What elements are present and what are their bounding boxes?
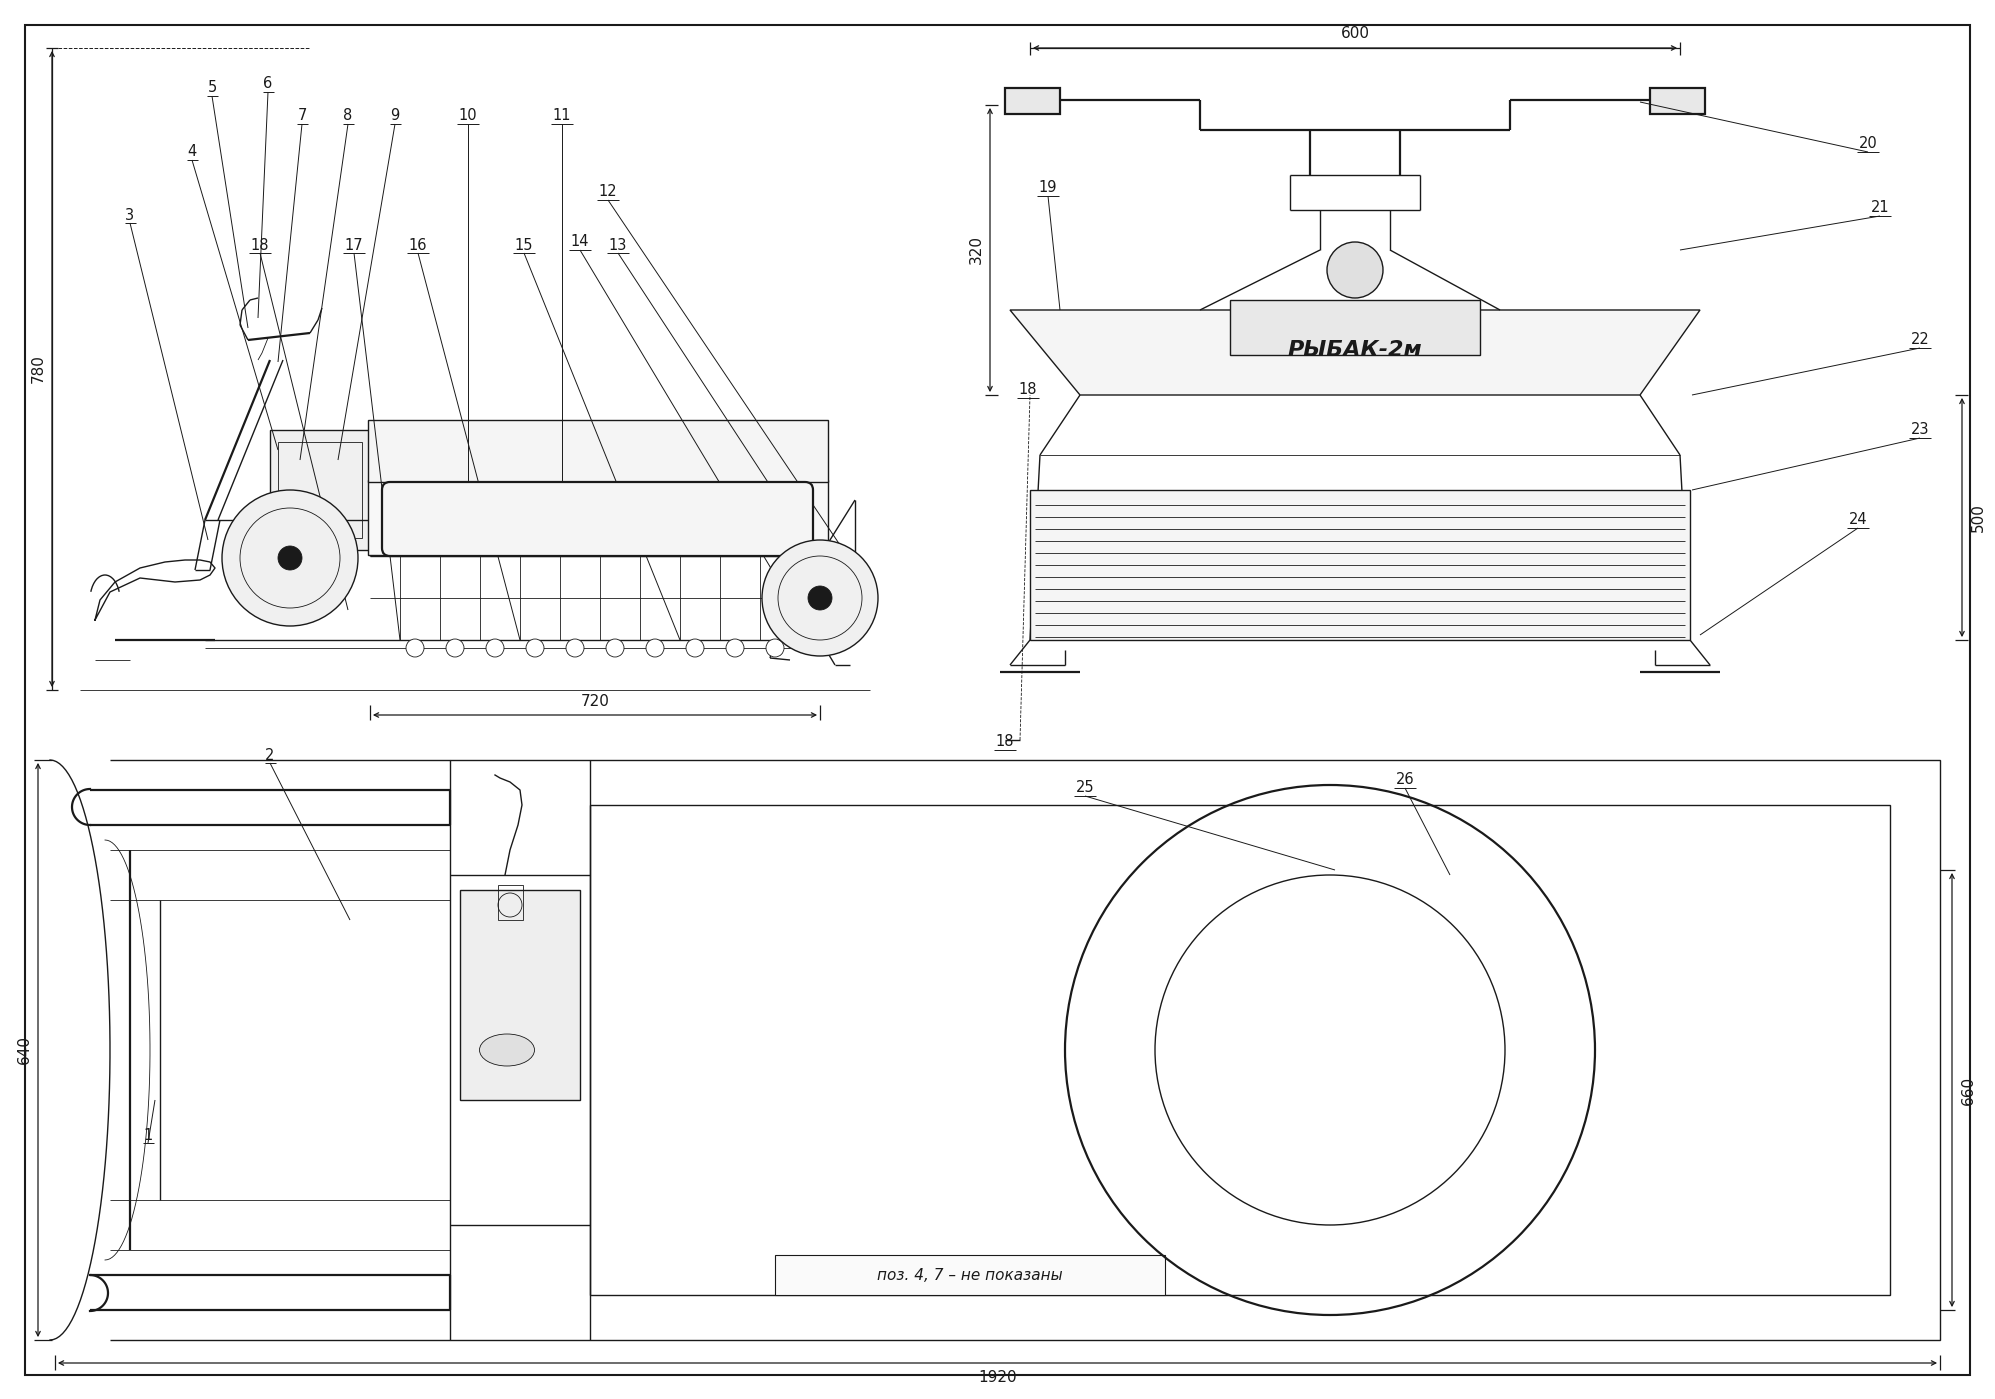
Text: 780: 780 [30,354,46,383]
Text: 24: 24 [1849,512,1867,527]
Circle shape [527,639,545,658]
Text: 7: 7 [297,109,307,123]
Text: 1920: 1920 [978,1370,1017,1385]
Bar [774,1255,1165,1295]
Circle shape [766,639,784,658]
FancyBboxPatch shape [381,483,814,555]
Circle shape [447,639,465,658]
Text: 25: 25 [1075,781,1095,796]
Text: 26: 26 [1396,772,1414,788]
Text: 22: 22 [1911,333,1929,347]
Bar [1231,299,1480,355]
Circle shape [487,639,505,658]
Text: 21: 21 [1871,200,1889,215]
Circle shape [646,639,664,658]
Text: 12: 12 [598,185,616,200]
Text: 14: 14 [571,235,589,249]
Text: 11: 11 [553,109,571,123]
Text: 13: 13 [608,238,626,252]
Circle shape [277,546,301,569]
Text: 8: 8 [343,109,353,123]
Bar [269,429,369,550]
Text: 18: 18 [251,238,269,252]
Bar [1650,88,1706,113]
Bar [591,804,1889,1295]
Bar [499,886,523,921]
Ellipse shape [479,1034,535,1066]
Bar [451,760,1939,1340]
Text: 3: 3 [126,207,134,222]
Bar [1005,88,1059,113]
Text: 10: 10 [459,109,477,123]
Circle shape [221,490,357,625]
Text: 320: 320 [968,235,984,264]
Bar [367,480,828,555]
Text: 660: 660 [1961,1076,1975,1105]
Circle shape [1327,242,1383,298]
Text: 5: 5 [207,81,217,95]
Text: 720: 720 [581,694,608,709]
Circle shape [567,639,585,658]
Text: 640: 640 [16,1035,32,1065]
Circle shape [762,540,878,656]
Circle shape [808,586,832,610]
Bar [461,890,581,1100]
Text: 19: 19 [1039,180,1057,196]
Text: 18: 18 [1019,382,1037,397]
Text: 600: 600 [1341,27,1369,42]
Text: 23: 23 [1911,422,1929,438]
Text: РЫБАК-2м: РЫБАК-2м [1287,340,1422,360]
Bar [367,420,828,483]
Bar [277,442,361,539]
Polygon shape [1009,311,1700,395]
Text: 18: 18 [996,734,1013,750]
Text: 20: 20 [1859,137,1877,151]
Circle shape [686,639,704,658]
Text: 16: 16 [409,238,427,252]
Text: 15: 15 [515,238,533,252]
Bar [1029,490,1690,639]
Text: поз. 4, 7 – не показаны: поз. 4, 7 – не показаны [878,1267,1063,1283]
Circle shape [606,639,624,658]
Circle shape [726,639,744,658]
Text: 17: 17 [345,238,363,252]
Text: 9: 9 [391,109,399,123]
Text: 1: 1 [144,1128,154,1143]
Text: 6: 6 [263,77,273,91]
Circle shape [407,639,425,658]
Text: 2: 2 [265,747,275,762]
Text: 500: 500 [1971,504,1985,532]
Text: 4: 4 [188,144,198,159]
